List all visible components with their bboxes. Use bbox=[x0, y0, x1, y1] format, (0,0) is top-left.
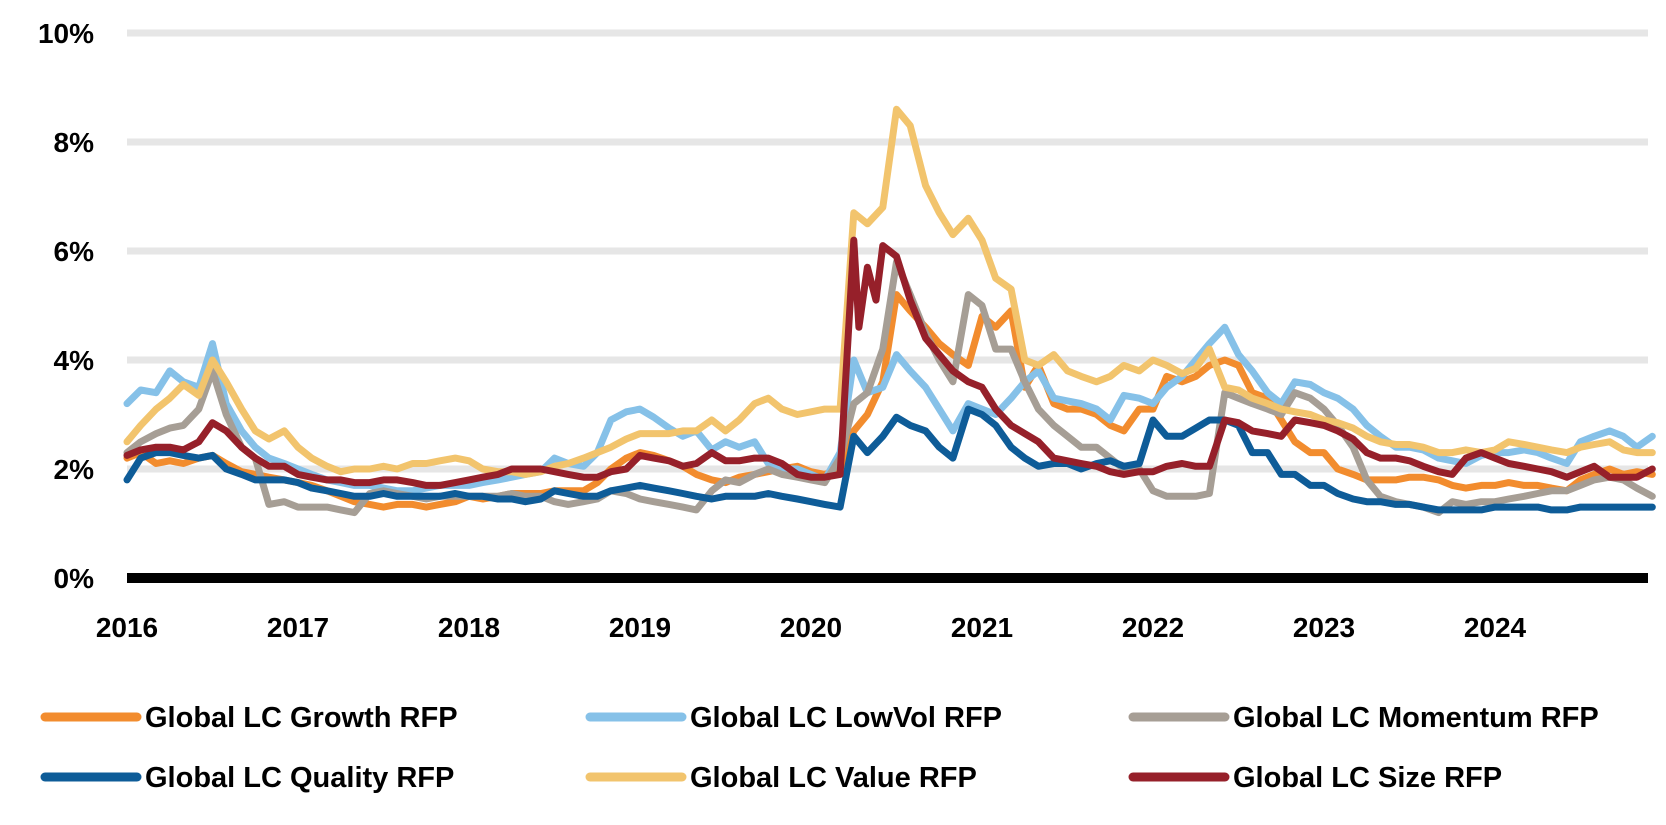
y-tick-label: 4% bbox=[54, 345, 95, 376]
x-tick-label: 2024 bbox=[1464, 612, 1527, 643]
series-line-5 bbox=[123, 105, 1656, 478]
legend-label: Global LC Momentum RFP bbox=[1233, 702, 1599, 734]
legend-label: Global LC Value RFP bbox=[690, 762, 977, 794]
y-tick-label: 10% bbox=[38, 18, 94, 49]
series-line-4 bbox=[123, 405, 1656, 514]
x-tick-label: 2019 bbox=[609, 612, 671, 643]
legend: Global LC Growth RFP Global LC LowVol RFP… bbox=[40, 702, 1599, 794]
series-line-1 bbox=[123, 291, 1656, 511]
y-tick-label: 8% bbox=[54, 127, 95, 158]
y-axis: 0% 2% 4% 6% 8% 10% bbox=[38, 18, 94, 594]
x-axis: 2016 2017 2018 2019 2020 2021 2022 2023 2024 bbox=[96, 612, 1527, 643]
x-tick-label: 2016 bbox=[96, 612, 158, 643]
x-tick-label: 2017 bbox=[267, 612, 329, 643]
x-tick-label: 2020 bbox=[780, 612, 842, 643]
legend-label: Global LC Size RFP bbox=[1233, 762, 1502, 794]
series-lines bbox=[123, 105, 1656, 517]
legend-label: Global LC Quality RFP bbox=[145, 762, 454, 794]
y-tick-label: 2% bbox=[54, 454, 95, 485]
x-tick-label: 2021 bbox=[951, 612, 1013, 643]
legend-label: Global LC LowVol RFP bbox=[690, 702, 1002, 734]
x-tick-label: 2022 bbox=[1122, 612, 1184, 643]
x-tick-label: 2023 bbox=[1293, 612, 1355, 643]
series-line-6 bbox=[123, 236, 1656, 489]
legend-label: Global LC Growth RFP bbox=[145, 702, 458, 734]
y-tick-label: 6% bbox=[54, 236, 95, 267]
x-tick-label: 2018 bbox=[438, 612, 500, 643]
y-tick-label: 0% bbox=[54, 563, 95, 594]
